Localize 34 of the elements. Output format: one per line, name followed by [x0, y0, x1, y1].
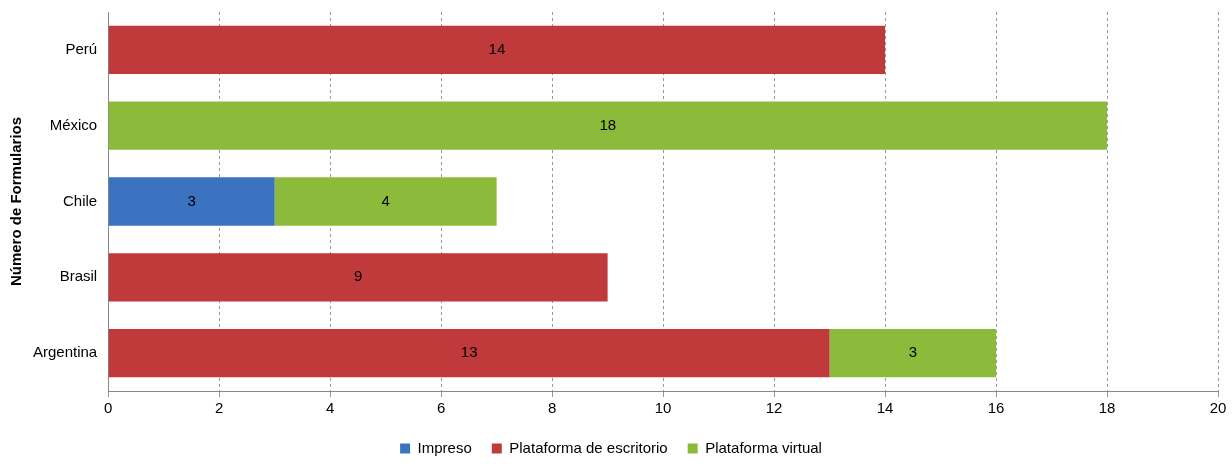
bar	[108, 177, 275, 226]
bar	[108, 328, 830, 378]
legend-label: Plataforma de escritorio	[509, 438, 668, 456]
x-tick-label: 14	[876, 399, 894, 417]
data-label: 4	[381, 191, 390, 209]
data-label: 3	[187, 191, 196, 209]
bar	[108, 253, 608, 302]
x-tick-label: 4	[326, 399, 335, 417]
data-label: 13	[460, 343, 478, 361]
x-tick-label: 6	[436, 399, 446, 417]
y-tick-label: Brasil	[59, 267, 98, 285]
bar	[274, 177, 497, 226]
data-label: 9	[353, 267, 363, 285]
y-tick-label: México	[49, 115, 98, 133]
x-tick-label: 20	[1209, 399, 1227, 417]
bar	[829, 328, 997, 378]
y-tick-label: Chile	[63, 191, 98, 209]
x-tick-label: 16	[987, 399, 1005, 417]
y-tick-label: Argentina	[32, 343, 98, 361]
bar	[108, 25, 886, 75]
data-label: 14	[488, 40, 506, 58]
data-label: 3	[908, 343, 917, 361]
x-tick-label: 0	[104, 399, 113, 417]
x-tick-label: 18	[1098, 399, 1116, 417]
y-tick-label: Perú	[65, 40, 98, 58]
x-tick-label: 10	[654, 399, 672, 417]
x-tick-label: 12	[765, 399, 783, 417]
y-axis-title: Número de Formularios	[7, 116, 25, 287]
bar	[108, 101, 1108, 150]
data-label: 18	[599, 115, 617, 133]
legend-label: Plataforma virtual	[705, 438, 822, 456]
legend-label: Impreso	[417, 438, 472, 456]
x-tick-label: 2	[215, 399, 224, 417]
x-tick-label: 8	[547, 399, 557, 417]
